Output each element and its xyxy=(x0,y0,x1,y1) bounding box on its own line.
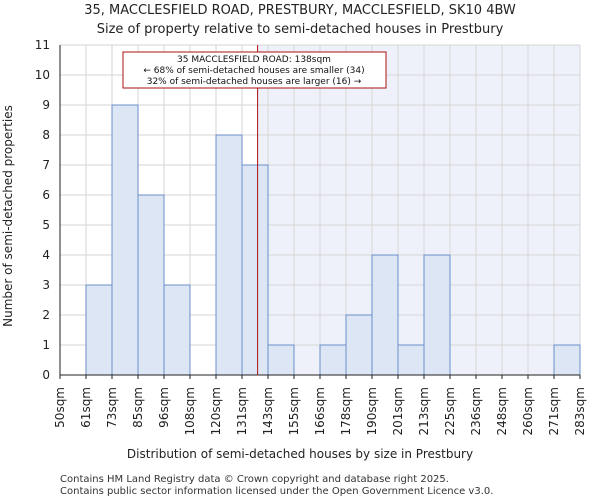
x-tick-label: 73sqm xyxy=(105,387,119,428)
x-tick-label: 271sqm xyxy=(547,387,561,435)
larger-region-shade xyxy=(257,45,580,375)
histogram-bar xyxy=(137,194,165,376)
footer-line-1: Contains HM Land Registry data © Crown c… xyxy=(60,474,449,485)
plot-area: 0 1 2 3 4 5 6 7 8 9 10 11 50sqm 61sqm 73sqm 85sqm 96sqm 1… xyxy=(35,38,587,435)
annotation-box xyxy=(122,51,387,89)
x-tick-label: 201sqm xyxy=(391,387,405,435)
x-tick-label: 248sqm xyxy=(495,387,509,435)
footer-line-2: Contains public sector information licen… xyxy=(60,486,493,497)
x-tick-label: 225sqm xyxy=(443,387,457,435)
y-axis-label: Number of semi-detached properties xyxy=(1,105,15,327)
histogram-bar xyxy=(553,344,581,376)
x-tick-label: 85sqm xyxy=(131,387,145,428)
x-tick-label: 236sqm xyxy=(469,387,483,435)
x-tick-label: 178sqm xyxy=(339,387,353,435)
histogram-bar xyxy=(371,254,399,376)
annotation-line-3: 32% of semi-detached houses are larger (… xyxy=(147,77,362,87)
x-tick-label: 61sqm xyxy=(79,387,93,428)
histogram-bar xyxy=(163,284,191,376)
x-tick-label: 260sqm xyxy=(521,387,535,435)
histogram-bar xyxy=(319,344,347,376)
y-tick-label: 1 xyxy=(42,338,50,352)
x-tick-label: 50sqm xyxy=(53,387,67,428)
y-tick-label: 8 xyxy=(42,128,50,142)
histogram-bar xyxy=(215,134,243,376)
histogram-bar xyxy=(241,164,269,376)
histogram-bar xyxy=(85,284,113,376)
x-tick-label: 283sqm xyxy=(573,387,587,435)
y-tick-label: 6 xyxy=(42,188,50,202)
histogram-bar xyxy=(397,344,425,376)
y-tick-label: 9 xyxy=(42,98,50,112)
x-axis-label: Distribution of semi-detached houses by … xyxy=(127,447,473,461)
x-tick-label: 213sqm xyxy=(417,387,431,435)
chart-title: 35, MACCLESFIELD ROAD, PRESTBURY, MACCLE… xyxy=(84,3,516,18)
x-tick-label: 143sqm xyxy=(261,387,275,435)
x-tick-label: 190sqm xyxy=(365,387,379,435)
y-tick-label: 11 xyxy=(35,38,50,52)
chart-subtitle: Size of property relative to semi-detach… xyxy=(97,22,504,37)
y-tick-label: 4 xyxy=(42,248,50,262)
histogram-bar xyxy=(345,314,373,376)
histogram-bar xyxy=(267,344,295,376)
y-tick-label: 3 xyxy=(42,278,50,292)
y-tick-label: 2 xyxy=(42,308,50,322)
x-tick-label: 155sqm xyxy=(287,387,301,435)
y-tick-label: 5 xyxy=(42,218,50,232)
annotation-line-1: 35 MACCLESFIELD ROAD: 138sqm xyxy=(177,55,331,65)
x-tick-label: 108sqm xyxy=(183,387,197,435)
histogram-bar xyxy=(111,104,139,376)
y-tick-label: 7 xyxy=(42,158,50,172)
histogram-bar xyxy=(423,254,451,376)
x-tick-label: 131sqm xyxy=(235,387,249,435)
x-tick-label: 120sqm xyxy=(209,387,223,435)
y-tick-label: 10 xyxy=(35,68,50,82)
annotation-line-2: ← 68% of semi-detached houses are smalle… xyxy=(143,66,364,76)
x-tick-label: 166sqm xyxy=(313,387,327,435)
y-tick-label: 0 xyxy=(42,368,50,382)
x-tick-label: 96sqm xyxy=(157,387,171,428)
